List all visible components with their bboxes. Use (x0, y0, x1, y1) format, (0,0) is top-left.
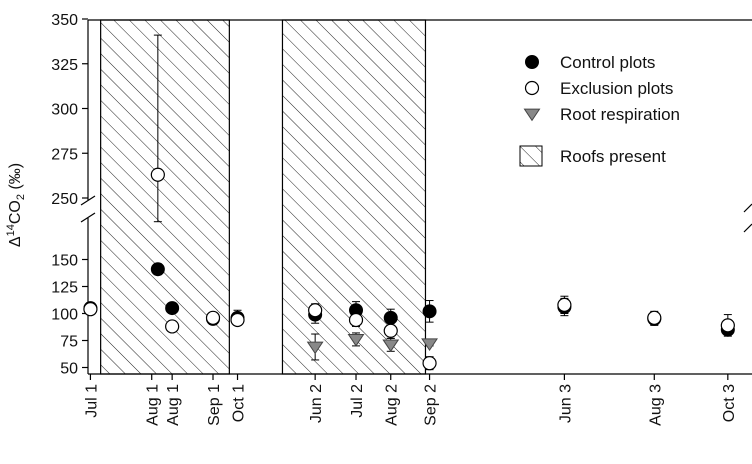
legend: Control plots Exclusion plots Root respira… (519, 53, 680, 167)
x-tick-label: Aug 1 (165, 384, 182, 426)
control-plot-point (422, 304, 437, 319)
x-tick-label: Sep 1 (206, 384, 223, 426)
right-break-mark (743, 223, 752, 233)
axes: 50 75 100 125 150 250 275 300 325 350 Δ14CO2 (‰) Ju… (5, 12, 752, 426)
x-tick-label: Jun 3 (557, 384, 574, 423)
x-tick-label: Jul 2 (349, 384, 366, 418)
root-respiration-point (382, 339, 400, 353)
x-tick-label: Jun 2 (308, 384, 325, 423)
legend-label: Root respiration (560, 105, 680, 124)
y-axis-break-mark (80, 212, 96, 223)
right-break-mark (743, 203, 752, 213)
exclusion-plot-point (720, 318, 735, 333)
y-tick-label: 250 (51, 191, 78, 208)
y-axis-label: Δ14CO2 (‰) (5, 163, 27, 247)
legend-label: Roofs present (560, 147, 666, 166)
exclusion-plot-point (524, 80, 540, 96)
exclusion-plot-point (150, 167, 165, 182)
x-tick-label: Oct 1 (231, 384, 248, 422)
y-tick-label: 350 (51, 12, 78, 29)
exclusion-plot-point (348, 312, 364, 328)
y-tick-label: 75 (60, 334, 78, 351)
legend-roof-swatch (519, 145, 543, 167)
x-tick-label: Aug 1 (145, 384, 162, 426)
x-tick-label: Aug 2 (384, 384, 401, 426)
x-tick-label: Sep 2 (423, 384, 440, 426)
root-respiration-point (306, 341, 324, 355)
y-axis-break-mark (80, 195, 96, 206)
exclusion-plot-point (205, 310, 221, 325)
x-tick-label: Aug 3 (647, 384, 664, 426)
control-plot-point (150, 262, 165, 277)
control-plot-point (165, 301, 180, 316)
y-tick-label: 50 (60, 361, 78, 378)
y-tick-label: 300 (51, 102, 78, 119)
exclusion-plot-point (308, 303, 323, 318)
root-respiration-point (421, 338, 438, 352)
exclusion-plot-point (383, 323, 398, 338)
exclusion-plot-point (422, 356, 437, 371)
series-root-respiration (306, 332, 438, 361)
series-exclusion-plots (83, 34, 735, 371)
legend-label: Control plots (560, 53, 655, 72)
exclusion-plot-point (230, 312, 245, 328)
y-tick-label: 100 (51, 307, 78, 324)
y-tick-label: 150 (51, 253, 78, 270)
exclusion-plot-point (83, 302, 98, 317)
legend-label: Exclusion plots (560, 79, 673, 98)
shaded-regions (100, 19, 427, 375)
root-respiration-point (347, 334, 365, 347)
exclusion-plot-point (557, 297, 572, 312)
exclusion-plot-point (165, 319, 180, 334)
root-respiration-point (523, 108, 541, 122)
data-series (83, 34, 735, 371)
control-plot-point (525, 55, 539, 69)
y-tick-label: 125 (51, 280, 78, 297)
control-plot-point (383, 310, 398, 325)
exclusion-plot-point (647, 310, 662, 325)
x-tick-label: Oct 3 (721, 384, 738, 422)
y-tick-label: 325 (51, 57, 78, 74)
y-tick-label: 275 (51, 146, 78, 163)
x-tick-label: Jul 1 (83, 384, 100, 418)
